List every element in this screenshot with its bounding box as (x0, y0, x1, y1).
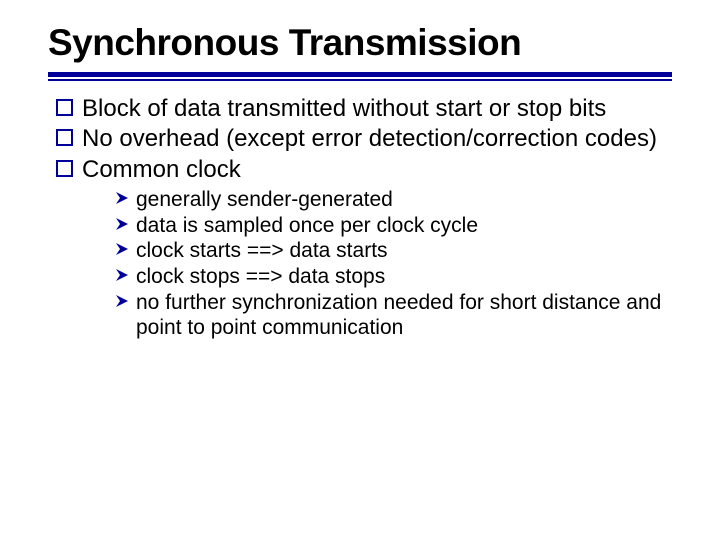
sub-bullet-text: no further synchronization needed for sh… (136, 291, 661, 339)
arrow-bullet-icon (114, 241, 130, 257)
arrow-bullet-icon (114, 293, 130, 309)
sub-bullet-item: generally sender-generated (114, 188, 672, 213)
rule-thin (48, 79, 672, 81)
arrow-bullet-icon (114, 216, 130, 232)
slide: Synchronous Transmission Block of data t… (0, 0, 720, 540)
sub-bullet-text: clock stops ==> data stops (136, 265, 385, 288)
rule-thick (48, 72, 672, 77)
hollow-square-bullet-icon (56, 129, 73, 146)
hollow-square-bullet-icon (56, 160, 73, 177)
hollow-square-bullet-icon (56, 99, 73, 116)
slide-content: Block of data transmitted without start … (48, 95, 672, 341)
bullet-item: No overhead (except error detection/corr… (56, 125, 672, 153)
bullet-text: Block of data transmitted without start … (82, 95, 606, 122)
sub-bullet-text: clock starts ==> data starts (136, 239, 388, 262)
bullet-list-level-1: Block of data transmitted without start … (48, 95, 672, 341)
bullet-item: Block of data transmitted without start … (56, 95, 672, 123)
bullet-text: No overhead (except error detection/corr… (82, 125, 657, 152)
title-underline (48, 72, 672, 81)
bullet-list-level-2: generally sender-generated data is sampl… (82, 188, 672, 341)
slide-title: Synchronous Transmission (48, 22, 672, 70)
sub-bullet-item: data is sampled once per clock cycle (114, 214, 672, 239)
arrow-bullet-icon (114, 267, 130, 283)
sub-bullet-item: no further synchronization needed for sh… (114, 291, 672, 341)
sub-bullet-item: clock stops ==> data stops (114, 265, 672, 290)
sub-bullet-item: clock starts ==> data starts (114, 239, 672, 264)
sub-bullet-text: generally sender-generated (136, 188, 393, 211)
arrow-bullet-icon (114, 190, 130, 206)
bullet-text: Common clock (82, 156, 241, 183)
bullet-item: Common clock generally sender-generated … (56, 156, 672, 341)
sub-bullet-text: data is sampled once per clock cycle (136, 214, 478, 237)
